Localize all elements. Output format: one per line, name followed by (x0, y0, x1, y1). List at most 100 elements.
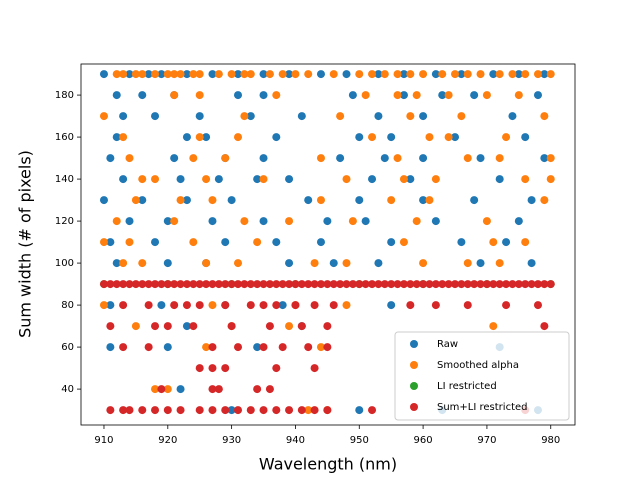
point (246, 70, 255, 79)
point (106, 280, 115, 289)
point (170, 301, 179, 310)
point (540, 70, 549, 79)
point (112, 280, 121, 289)
point (119, 259, 128, 268)
point (329, 70, 338, 79)
point (208, 406, 217, 415)
point (508, 280, 517, 289)
point (163, 343, 172, 352)
point (406, 280, 415, 289)
point (189, 238, 198, 247)
point (399, 175, 408, 184)
point (106, 301, 115, 310)
point (259, 91, 268, 100)
x-tick-label: 930 (222, 435, 241, 446)
point (208, 280, 217, 289)
point (99, 280, 108, 289)
point (182, 280, 191, 289)
point (489, 322, 498, 331)
axes-frame (80, 63, 576, 426)
point (176, 385, 185, 394)
point (246, 280, 255, 289)
point (259, 406, 268, 415)
point (399, 238, 408, 247)
point (514, 91, 523, 100)
y-tick-label: 180 (55, 90, 74, 101)
point (482, 280, 491, 289)
point (272, 238, 281, 247)
point (163, 280, 172, 289)
point (355, 70, 364, 79)
point (106, 322, 115, 331)
point (406, 301, 415, 310)
point (189, 154, 198, 163)
point (163, 259, 172, 268)
point (463, 280, 472, 289)
point (419, 259, 428, 268)
point (265, 70, 274, 79)
point (170, 70, 179, 79)
point (285, 175, 294, 184)
point (361, 91, 370, 100)
point (278, 70, 287, 79)
point (431, 301, 440, 310)
point (316, 196, 325, 205)
legend-box (394, 331, 570, 421)
point (138, 406, 147, 415)
point (151, 238, 160, 247)
point (533, 91, 542, 100)
point (125, 154, 134, 163)
point (323, 322, 332, 331)
point (119, 175, 128, 184)
point (521, 238, 530, 247)
point (297, 112, 306, 121)
point (387, 280, 396, 289)
y-tick-label: 100 (55, 258, 74, 269)
point (182, 70, 191, 79)
point (157, 280, 166, 289)
point (195, 70, 204, 79)
legend-marker (410, 340, 418, 348)
point (131, 280, 140, 289)
point (355, 280, 364, 289)
point (202, 280, 211, 289)
point (463, 154, 472, 163)
point (444, 280, 453, 289)
point (234, 280, 243, 289)
point (463, 301, 472, 310)
point (157, 385, 166, 394)
point (99, 196, 108, 205)
point (285, 406, 294, 415)
point (106, 238, 115, 247)
point (176, 406, 185, 415)
point (291, 70, 300, 79)
point (495, 154, 504, 163)
point (144, 70, 153, 79)
point (514, 217, 523, 226)
point (521, 175, 530, 184)
point (368, 280, 377, 289)
point (323, 217, 332, 226)
point (208, 364, 217, 373)
point (119, 133, 128, 142)
point (374, 70, 383, 79)
point (99, 301, 108, 310)
legend-label: LI restricted (437, 381, 497, 392)
point (316, 343, 325, 352)
point (170, 217, 179, 226)
point (106, 154, 115, 163)
point (138, 196, 147, 205)
legend-label: Raw (437, 339, 458, 350)
point (470, 91, 479, 100)
point (361, 280, 370, 289)
point (195, 112, 204, 121)
point (521, 133, 530, 142)
point (495, 280, 504, 289)
point (521, 70, 530, 79)
point (368, 406, 377, 415)
point (265, 280, 274, 289)
point (406, 175, 415, 184)
point (195, 406, 204, 415)
point (151, 406, 160, 415)
